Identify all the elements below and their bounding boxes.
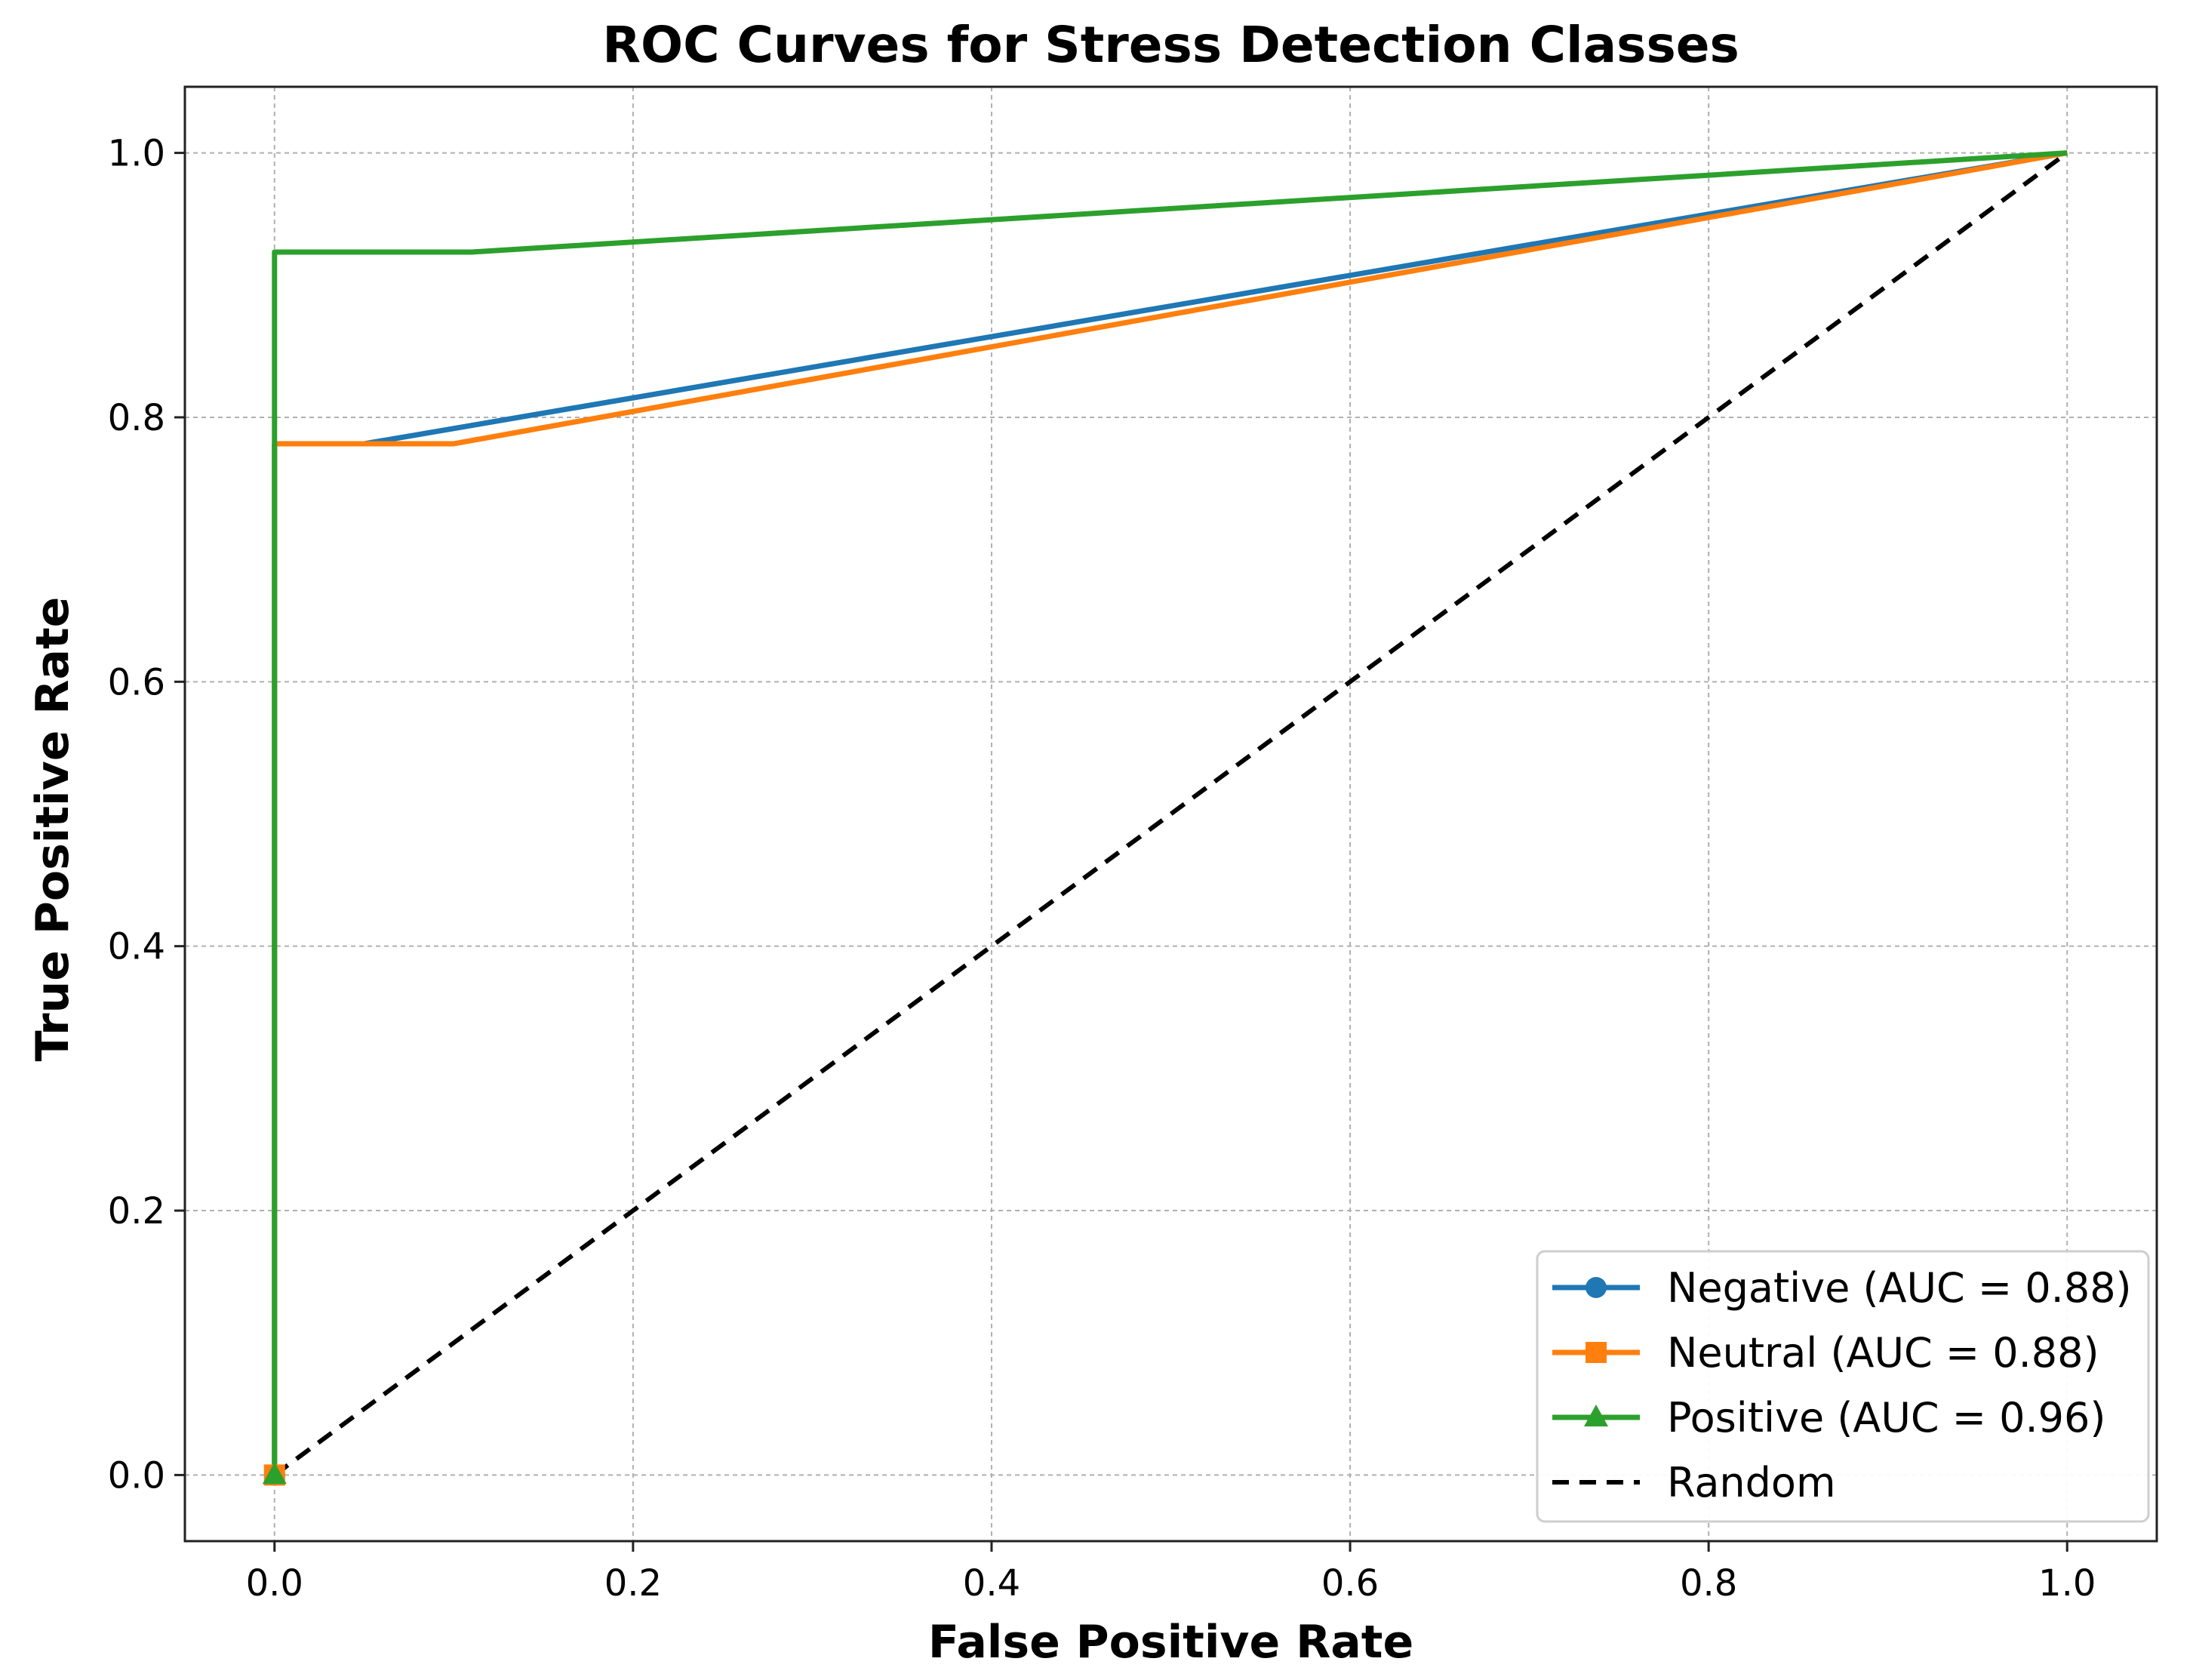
series-group — [262, 150, 2069, 1486]
x-tick-label: 0.6 — [1321, 1562, 1379, 1605]
x-tick-label: 1.0 — [2038, 1562, 2096, 1605]
y-tick-label: 0.6 — [108, 661, 165, 703]
chart-title: ROC Curves for Stress Detection Classes — [602, 16, 1739, 74]
legend: Negative (AUC = 0.88) Neutral (AUC = 0.88… — [1536, 1250, 2150, 1523]
x-tick-label: 0.8 — [1680, 1562, 1737, 1605]
legend-label-positive: Positive (AUC = 0.96) — [1667, 1394, 2105, 1442]
legend-label-neutral: Neutral (AUC = 0.88) — [1667, 1329, 2099, 1377]
y-tick-label: 0.2 — [108, 1190, 165, 1232]
x-axis-label: False Positive Rate — [928, 1616, 1413, 1669]
series-line-positive — [272, 150, 2068, 1475]
x-axis: 0.0 0.2 0.4 0.6 0.8 1.0 — [246, 1541, 2096, 1605]
series-line-random — [272, 151, 2069, 1477]
y-tick-label: 0.8 — [108, 397, 165, 439]
y-axis: 0.0 0.2 0.4 0.6 0.8 1.0 — [108, 133, 185, 1497]
x-tick-label: 0.2 — [604, 1562, 662, 1605]
y-tick-label: 0.0 — [108, 1454, 165, 1497]
legend-marker-positive — [1584, 1405, 1608, 1426]
y-tick-label: 1.0 — [108, 133, 165, 175]
series-marker-positive — [262, 1462, 287, 1485]
legend-marker-negative — [1586, 1277, 1607, 1298]
plot-frame — [183, 85, 2158, 1543]
x-tick-label: 0.0 — [246, 1562, 303, 1605]
legend-label-random: Random — [1667, 1459, 1836, 1506]
y-axis-label: True Positive Rate — [26, 597, 79, 1062]
y-tick-label: 0.4 — [108, 926, 165, 968]
legend-box — [1536, 1250, 2150, 1523]
x-tick-label: 0.4 — [963, 1562, 1020, 1605]
legend-marker-neutral — [1586, 1342, 1607, 1363]
legend-label-negative: Negative (AUC = 0.88) — [1667, 1264, 2132, 1312]
